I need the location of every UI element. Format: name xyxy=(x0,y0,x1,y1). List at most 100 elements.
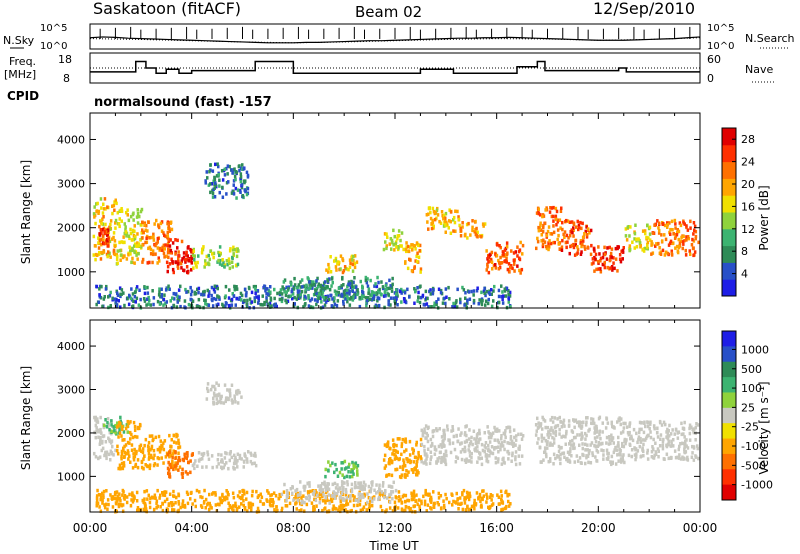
heat-cell xyxy=(92,212,96,216)
heat-cell xyxy=(458,223,461,228)
heat-cell xyxy=(147,302,150,306)
heat-cell xyxy=(125,500,129,505)
heat-cell xyxy=(183,455,187,460)
heat-cell xyxy=(315,491,318,495)
heat-cell xyxy=(133,261,136,265)
heat-cell xyxy=(167,237,171,242)
heat-cell xyxy=(578,423,582,428)
heat-cell xyxy=(207,183,211,187)
heat-cell xyxy=(331,507,335,511)
heat-cell xyxy=(117,299,120,303)
heat-cell xyxy=(217,383,220,387)
heat-cell xyxy=(410,497,414,502)
heat-cell xyxy=(544,439,548,443)
heat-cell xyxy=(509,502,512,506)
heat-cell xyxy=(148,463,152,467)
heat-cell xyxy=(441,213,444,218)
heat-cell xyxy=(392,243,395,247)
heat-cell xyxy=(179,304,182,309)
heat-cell xyxy=(365,303,368,308)
heat-cell xyxy=(181,457,185,462)
heat-cell xyxy=(602,453,605,457)
heat-cell xyxy=(537,211,541,216)
heat-cell xyxy=(329,463,332,468)
heat-cell xyxy=(185,258,189,262)
heat-cell xyxy=(436,457,439,461)
heat-cell xyxy=(207,294,210,298)
heat-cell xyxy=(470,460,473,464)
heat-cell xyxy=(280,297,284,301)
heat-cell xyxy=(657,455,660,459)
heat-cell xyxy=(447,285,450,290)
heat-cell xyxy=(380,293,383,297)
heat-cell xyxy=(204,497,208,502)
heat-cell xyxy=(544,208,547,212)
heat-cell xyxy=(249,459,253,464)
heat-cell xyxy=(482,224,485,228)
heat-cell xyxy=(114,226,117,230)
heat-cell xyxy=(99,438,102,443)
heat-cell xyxy=(499,245,502,250)
heat-cell xyxy=(404,493,408,498)
heat-cell xyxy=(461,225,464,229)
heat-cell xyxy=(637,435,641,439)
heat-cell xyxy=(662,437,665,442)
heat-cell xyxy=(433,301,436,305)
heat-cell xyxy=(139,423,142,428)
heat-cell xyxy=(468,450,471,454)
heat-cell xyxy=(112,203,116,208)
heat-cell xyxy=(201,453,205,457)
heat-cell xyxy=(114,501,118,505)
heat-cell xyxy=(630,436,633,440)
heat-cell xyxy=(637,437,640,442)
heat-cell xyxy=(330,293,333,298)
heat-cell xyxy=(226,172,229,176)
heat-cell xyxy=(216,502,220,507)
heat-cell xyxy=(109,255,112,259)
heat-cell xyxy=(96,420,100,424)
heat-cell xyxy=(691,237,694,242)
heat-cell xyxy=(337,508,340,512)
heat-cell xyxy=(185,265,189,269)
heat-cell xyxy=(172,433,176,438)
heat-cell xyxy=(376,275,379,280)
heat-cell xyxy=(400,231,404,235)
heat-cell xyxy=(394,488,398,493)
heat-cell xyxy=(508,441,511,446)
heat-cell xyxy=(96,488,99,493)
heat-cell xyxy=(140,207,144,212)
heat-cell xyxy=(354,481,357,485)
heat-cell xyxy=(663,233,666,237)
heat-cell xyxy=(672,232,676,236)
heat-cell xyxy=(183,268,186,273)
heat-cell xyxy=(422,494,425,499)
heat-cell xyxy=(376,304,379,308)
heat-cell xyxy=(394,467,397,472)
heat-cell xyxy=(122,464,126,468)
heat-cell xyxy=(539,422,543,426)
heat-cell xyxy=(478,298,481,302)
heat-cell xyxy=(562,421,565,426)
heat-cell xyxy=(236,452,240,456)
heat-cell xyxy=(103,197,107,201)
heat-cell xyxy=(247,450,250,454)
heat-cell xyxy=(459,297,462,302)
heat-cell xyxy=(511,451,514,455)
heat-cell xyxy=(589,252,593,257)
heat-cell xyxy=(99,427,102,432)
heat-cell xyxy=(204,179,207,183)
heat-cell xyxy=(316,299,319,304)
heat-cell xyxy=(452,499,455,504)
heat-cell xyxy=(151,252,155,257)
heat-cell xyxy=(565,233,569,238)
heat-cell xyxy=(624,234,628,238)
heat-cell xyxy=(192,249,195,253)
heat-cell xyxy=(584,442,587,447)
heat-cell xyxy=(521,252,524,256)
heat-cell xyxy=(334,265,338,269)
colorbar-tick-label: 16 xyxy=(741,200,755,213)
heat-cell xyxy=(250,493,254,498)
heat-cell xyxy=(557,242,561,246)
heat-cell xyxy=(403,449,406,454)
heat-cell xyxy=(407,505,410,510)
